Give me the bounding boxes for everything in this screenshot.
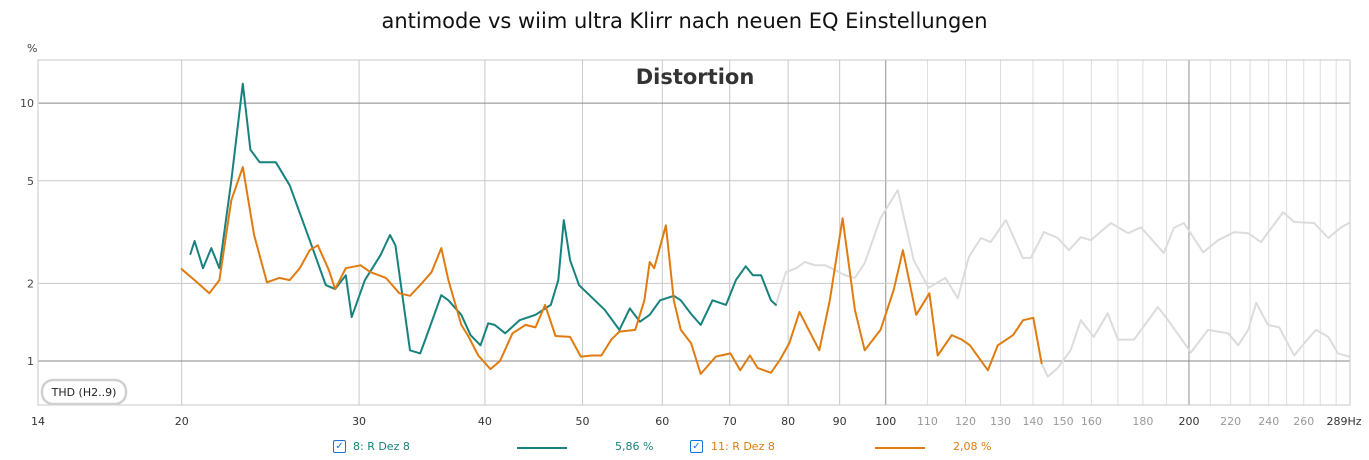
legend: ✓ 8: R Dez 8 5,86 % ✓ 11: R Dez 8 2,08 % xyxy=(0,439,1369,457)
x-tick-label: 140 xyxy=(1022,415,1043,428)
y-tick-label: 1 xyxy=(27,355,34,368)
series-line-upper-faded xyxy=(774,189,1351,306)
x-tick-label: 80 xyxy=(781,415,795,428)
x-tick-label: 20 xyxy=(175,415,189,428)
x-tick-label: 30 xyxy=(352,415,366,428)
x-tick-label: 200 xyxy=(1178,415,1199,428)
series-1-swatch xyxy=(517,447,567,449)
x-tick-label: 160 xyxy=(1081,415,1102,428)
x-tick-label: 120 xyxy=(955,415,976,428)
plot-frame xyxy=(37,59,1351,406)
series-lines xyxy=(180,82,1351,378)
x-tick-label: 40 xyxy=(478,415,492,428)
x-tick-label: 90 xyxy=(833,415,847,428)
thd-label: THD (H2..9) xyxy=(51,386,117,399)
series-2-checkbox[interactable]: ✓ xyxy=(690,440,703,453)
grid xyxy=(38,60,1350,405)
x-tick-label: 240 xyxy=(1258,415,1279,428)
chart-subtitle: Distortion xyxy=(636,65,755,89)
x-tick-label: 130 xyxy=(990,415,1011,428)
series-1-checkbox[interactable]: ✓ xyxy=(333,440,346,453)
x-tick-label: 70 xyxy=(723,415,737,428)
y-tick-label: 2 xyxy=(27,277,34,290)
x-tick-label: 150 xyxy=(1053,415,1074,428)
series-1-name: 8: R Dez 8 xyxy=(353,440,410,453)
axis-ticks: 10 5 2 1 14 20 30 40 50 60 70 80 90 100 110 120 130 140 15… xyxy=(20,97,1362,428)
x-tick-label: 180 xyxy=(1132,415,1153,428)
x-tick-label: 50 xyxy=(576,415,590,428)
x-tick-label: 220 xyxy=(1220,415,1241,428)
thd-annotation[interactable]: THD (H2..9) xyxy=(40,378,128,406)
chart-title: antimode vs wiim ultra Klirr nach neuen … xyxy=(381,9,988,33)
series-line-8-r-dez-8 xyxy=(189,82,777,355)
series-2-name: 11: R Dez 8 xyxy=(711,440,775,453)
x-tick-label: 260 xyxy=(1293,415,1314,428)
y-axis-unit: % xyxy=(27,42,37,55)
series-line-11-r-dez-8 xyxy=(180,166,1043,375)
y-tick-label: 10 xyxy=(20,97,34,110)
series-1-value: 5,86 % xyxy=(615,440,654,453)
x-tick-label: 60 xyxy=(655,415,669,428)
series-line-lower-faded xyxy=(1040,301,1351,378)
y-tick-label: 5 xyxy=(27,175,34,188)
series-2-value: 2,08 % xyxy=(953,440,992,453)
x-tick-label: 100 xyxy=(875,415,896,428)
x-tick-label: 14 xyxy=(31,415,45,428)
x-tick-label: 110 xyxy=(917,415,938,428)
x-tick-label: 289Hz xyxy=(1326,415,1361,428)
series-2-swatch xyxy=(875,447,925,449)
